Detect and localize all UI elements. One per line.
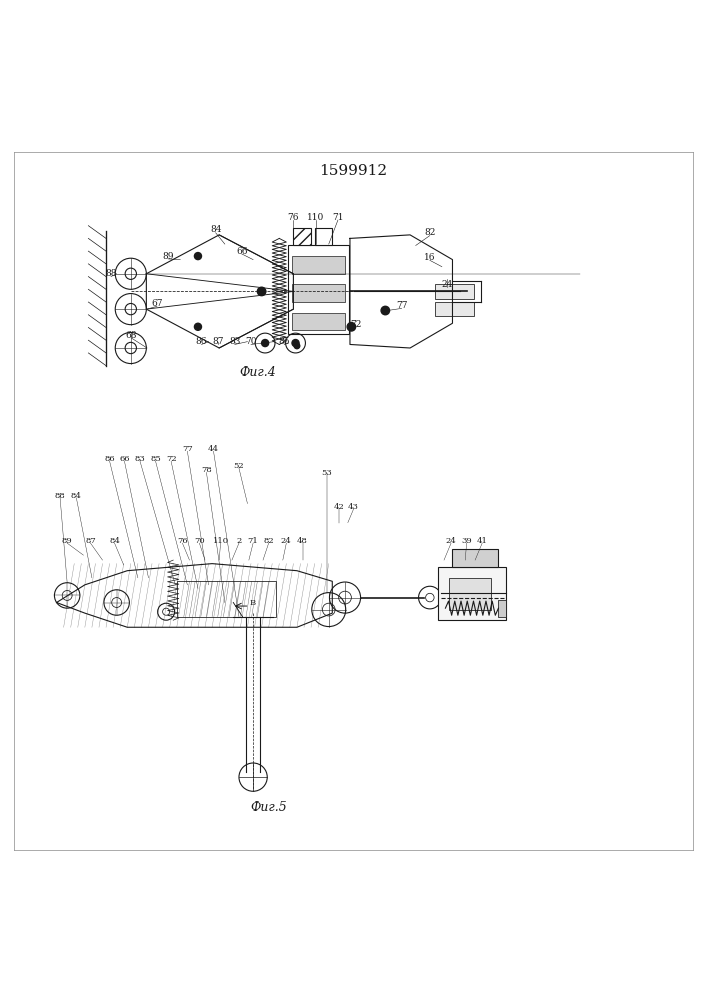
Text: 72: 72 xyxy=(165,455,177,463)
Text: 77: 77 xyxy=(396,301,407,310)
Circle shape xyxy=(381,306,390,315)
Text: 82: 82 xyxy=(263,537,274,545)
Text: 53: 53 xyxy=(321,469,332,477)
Circle shape xyxy=(347,323,356,331)
Text: 85: 85 xyxy=(279,337,290,346)
Text: 83: 83 xyxy=(229,337,240,346)
Bar xyxy=(293,228,311,245)
Text: 87: 87 xyxy=(212,337,223,346)
Text: 41: 41 xyxy=(477,537,488,545)
Text: 70: 70 xyxy=(245,337,257,346)
Bar xyxy=(288,245,349,334)
Text: 110: 110 xyxy=(308,213,325,222)
Text: 66: 66 xyxy=(236,247,247,256)
Text: 71: 71 xyxy=(247,537,259,545)
Circle shape xyxy=(194,253,201,260)
Text: 85: 85 xyxy=(150,455,161,463)
Bar xyxy=(292,256,345,274)
Text: 78: 78 xyxy=(201,466,212,474)
Circle shape xyxy=(257,287,266,296)
Text: 72: 72 xyxy=(350,320,361,329)
Text: 88: 88 xyxy=(105,269,117,278)
Text: 76: 76 xyxy=(288,213,299,222)
Text: 48: 48 xyxy=(297,537,308,545)
Text: 66: 66 xyxy=(119,455,129,463)
Text: Фиг.5: Фиг.5 xyxy=(250,801,287,814)
Text: 43: 43 xyxy=(348,503,359,511)
Text: 70: 70 xyxy=(194,537,205,545)
Text: 89: 89 xyxy=(62,537,73,545)
Bar xyxy=(435,302,474,316)
Text: 67: 67 xyxy=(151,299,163,308)
Text: B: B xyxy=(250,599,256,607)
Text: 84: 84 xyxy=(71,492,82,500)
Text: 87: 87 xyxy=(85,537,96,545)
Text: 2: 2 xyxy=(236,537,242,545)
Bar xyxy=(315,228,332,245)
Text: 83: 83 xyxy=(134,455,146,463)
Text: 24: 24 xyxy=(281,537,292,545)
Circle shape xyxy=(292,340,299,347)
Text: 84: 84 xyxy=(210,225,221,234)
Text: 110: 110 xyxy=(213,537,228,545)
Text: Фиг.4: Фиг.4 xyxy=(240,366,276,379)
Text: 89: 89 xyxy=(163,252,174,261)
Text: 82: 82 xyxy=(424,228,436,237)
Bar xyxy=(498,600,506,617)
Text: 77: 77 xyxy=(182,445,193,453)
Bar xyxy=(292,313,345,330)
Text: 84: 84 xyxy=(109,537,120,545)
Bar xyxy=(452,549,498,567)
Text: 42: 42 xyxy=(334,503,345,511)
Text: 1599912: 1599912 xyxy=(320,164,387,178)
Text: 52: 52 xyxy=(233,462,245,470)
Text: 86: 86 xyxy=(104,455,115,463)
Bar xyxy=(449,578,491,610)
Circle shape xyxy=(294,343,300,349)
Bar xyxy=(292,284,345,302)
Text: 76: 76 xyxy=(177,537,188,545)
Text: 88: 88 xyxy=(54,492,66,500)
Text: 44: 44 xyxy=(208,445,219,453)
Circle shape xyxy=(262,340,269,347)
Text: 39: 39 xyxy=(461,537,472,545)
Bar xyxy=(177,581,276,617)
Text: 71: 71 xyxy=(332,213,344,222)
Text: 86: 86 xyxy=(196,337,207,346)
Circle shape xyxy=(194,323,201,330)
Text: 68: 68 xyxy=(126,331,137,340)
Text: 24: 24 xyxy=(441,280,452,289)
Bar xyxy=(435,284,474,299)
Text: 16: 16 xyxy=(424,253,436,262)
Bar xyxy=(438,567,506,620)
Text: 24: 24 xyxy=(445,537,457,545)
